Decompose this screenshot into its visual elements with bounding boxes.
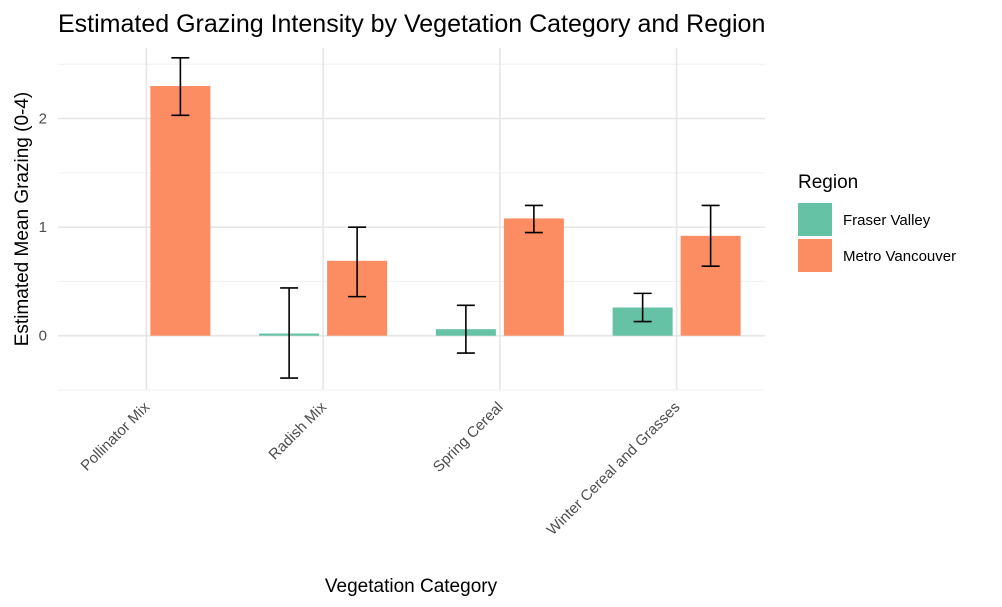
y-axis-title: Estimated Mean Grazing (0-4) <box>12 92 33 347</box>
x-tick-label: Spring Cereal <box>430 399 507 476</box>
y-tick-label: 0 <box>39 328 47 345</box>
legend-entry-label: Metro Vancouver <box>843 248 956 265</box>
y-tick-label: 1 <box>39 219 47 236</box>
chart-title: Estimated Grazing Intensity by Vegetatio… <box>58 10 765 38</box>
y-tick-label: 2 <box>39 111 47 128</box>
bar <box>150 86 211 336</box>
bar <box>503 218 564 336</box>
x-tick-label: Winter Cereal and Grasses <box>544 399 684 539</box>
legend-title: Region <box>798 172 858 193</box>
x-tick-label: Radish Mix <box>265 398 330 463</box>
legend: Region Fraser Valley Metro Vancouver <box>798 172 956 272</box>
legend-key-swatch <box>798 203 832 236</box>
error-bar-layer <box>171 56 720 379</box>
x-tick-label: Pollinator Mix <box>78 398 154 474</box>
legend-entry-label: Fraser Valley <box>843 212 931 229</box>
legend-key-swatch <box>798 239 832 272</box>
bar-layer <box>150 86 741 336</box>
x-axis-title: Vegetation Category <box>325 576 498 597</box>
